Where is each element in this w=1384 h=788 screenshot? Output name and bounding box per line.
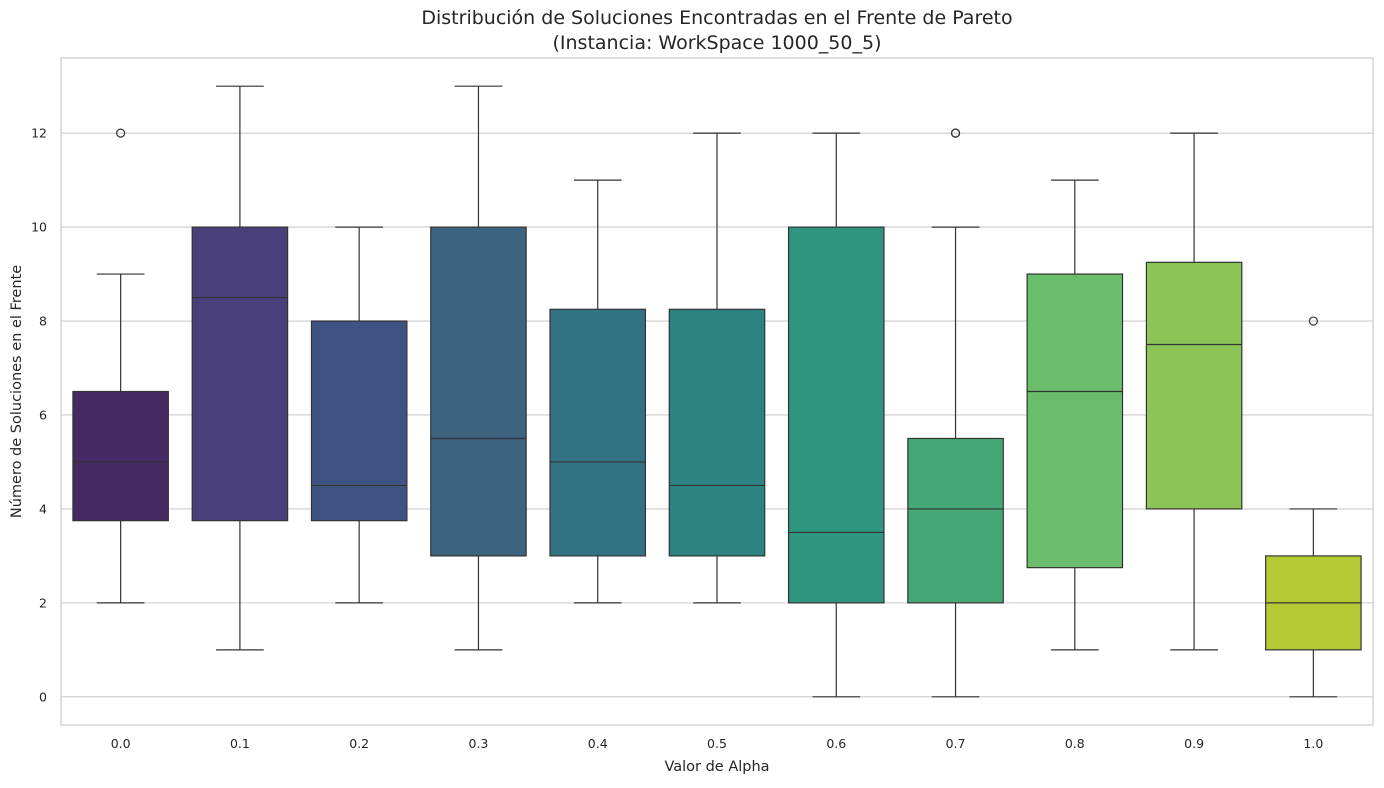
x-tick-label: 0.8: [1065, 736, 1085, 751]
outlier-point: [950, 128, 961, 138]
box-1.0: [1265, 316, 1362, 698]
y-tick-label: 4: [39, 501, 47, 516]
y-tick-label: 8: [39, 314, 47, 329]
x-tick-label: 0.2: [349, 736, 369, 751]
x-tick-label: 0.5: [707, 736, 727, 751]
y-tick-labels: 0 2 4 6 8 10 12: [31, 126, 47, 705]
box-0.0: [72, 128, 169, 604]
box-body: [787, 226, 885, 604]
x-tick-label: 0.0: [111, 736, 131, 751]
box-body: [1026, 273, 1124, 569]
y-tick-label: 10: [31, 220, 47, 235]
x-tick-label: 0.1: [230, 736, 250, 751]
y-tick-label: 0: [39, 689, 47, 704]
box-body: [907, 437, 1004, 604]
x-tick-label: 0.7: [946, 736, 966, 751]
box-0.1: [191, 85, 289, 651]
box-body: [191, 226, 289, 522]
x-tick-label: 1.0: [1303, 736, 1323, 751]
x-tick-labels: 0.0 0.1 0.2 0.3 0.4 0.5 0.6 0.7 0.8 0.9 1.0: [111, 736, 1324, 751]
box-0.2: [310, 226, 408, 604]
box-body: [549, 308, 647, 557]
x-tick-label: 0.4: [588, 736, 608, 751]
box-0.4: [549, 179, 647, 604]
x-tick-label: 0.3: [469, 736, 489, 751]
outlier-point: [116, 128, 126, 138]
box-0.9: [1145, 132, 1243, 651]
box-0.6: [787, 132, 885, 698]
y-tick-label: 2: [39, 595, 47, 610]
box-body: [430, 226, 527, 557]
box-0.3: [430, 85, 527, 651]
y-axis-label: Número de Soluciones en el Frente: [9, 265, 25, 518]
box-body: [72, 390, 169, 522]
box-body: [668, 308, 766, 557]
x-tick-label: 0.9: [1184, 736, 1204, 751]
chart-title-line-1: Distribución de Soluciones Encontradas e…: [421, 7, 1012, 29]
boxes: [72, 85, 1362, 698]
x-tick-label: 0.6: [826, 736, 846, 751]
box-0.7: [907, 128, 1004, 698]
box-body: [310, 320, 408, 522]
y-tick-label: 12: [31, 126, 47, 141]
plot-frame: [60, 57, 1374, 726]
box-0.5: [668, 132, 766, 604]
chart-title-line-2: (Instancia: WorkSpace 1000_50_5): [553, 32, 882, 54]
y-tick-label: 6: [39, 407, 47, 422]
box-0.8: [1026, 179, 1124, 651]
outlier-point: [1308, 316, 1318, 326]
x-axis-label: Valor de Alpha: [664, 759, 769, 775]
box-body: [1145, 261, 1243, 510]
